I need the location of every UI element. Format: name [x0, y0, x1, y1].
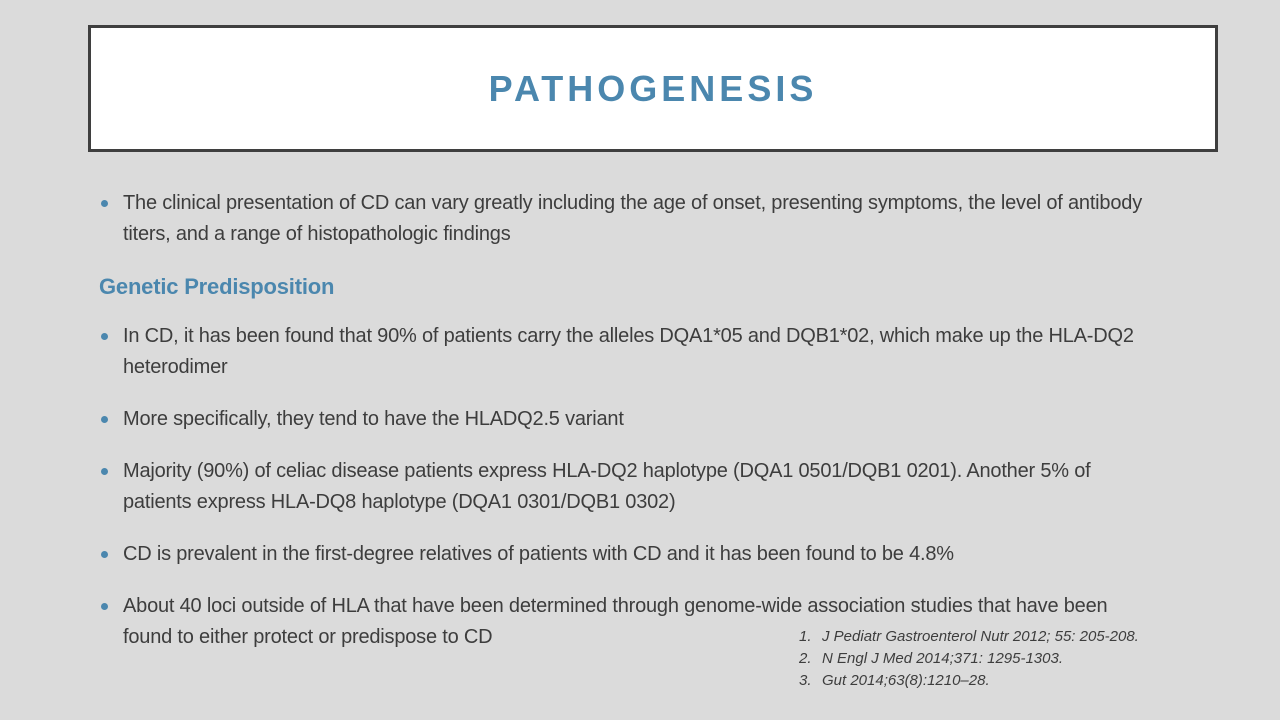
reference-item: 3. Gut 2014;63(8):1210–28.	[799, 670, 1139, 692]
bullet-icon	[101, 200, 108, 207]
bullet-item: The clinical presentation of CD can vary…	[99, 188, 1153, 250]
bullet-text: Majority (90%) of celiac disease patient…	[123, 460, 1091, 513]
slide-title: PATHOGENESIS	[488, 67, 818, 109]
bullet-icon	[101, 551, 108, 558]
bullet-item: About 40 loci outside of HLA that have b…	[99, 591, 1153, 653]
reference-number: 1.	[799, 628, 812, 645]
title-box: PATHOGENESIS	[88, 25, 1218, 152]
references-list: 1. J Pediatr Gastroenterol Nutr 2012; 55…	[799, 626, 1139, 692]
bullet-text: CD is prevalent in the first-degree rela…	[123, 543, 954, 565]
reference-text: J Pediatr Gastroenterol Nutr 2012; 55: 2…	[822, 628, 1139, 645]
bullet-item: CD is prevalent in the first-degree rela…	[99, 539, 1153, 570]
reference-item: 2. N Engl J Med 2014;371: 1295-1303.	[799, 648, 1139, 670]
section-heading: Genetic Predisposition	[99, 274, 335, 299]
reference-number: 2.	[799, 650, 812, 667]
bullet-icon	[101, 333, 108, 340]
reference-number: 3.	[799, 672, 812, 689]
bullet-icon	[101, 416, 108, 423]
bullet-item: In CD, it has been found that 90% of pat…	[99, 321, 1153, 383]
bullet-text: The clinical presentation of CD can vary…	[123, 192, 1142, 245]
content-area: The clinical presentation of CD can vary…	[99, 188, 1179, 674]
bullet-text: More specifically, they tend to have the…	[123, 408, 624, 430]
bullet-text: In CD, it has been found that 90% of pat…	[123, 325, 1134, 378]
reference-item: 1. J Pediatr Gastroenterol Nutr 2012; 55…	[799, 626, 1139, 648]
bullet-item: Majority (90%) of celiac disease patient…	[99, 456, 1153, 518]
reference-text: Gut 2014;63(8):1210–28.	[822, 672, 990, 689]
bullet-icon	[101, 468, 108, 475]
bullet-item: More specifically, they tend to have the…	[99, 404, 1153, 435]
reference-text: N Engl J Med 2014;371: 1295-1303.	[822, 650, 1064, 667]
bullet-text: About 40 loci outside of HLA that have b…	[123, 595, 1108, 648]
bullet-icon	[101, 603, 108, 610]
